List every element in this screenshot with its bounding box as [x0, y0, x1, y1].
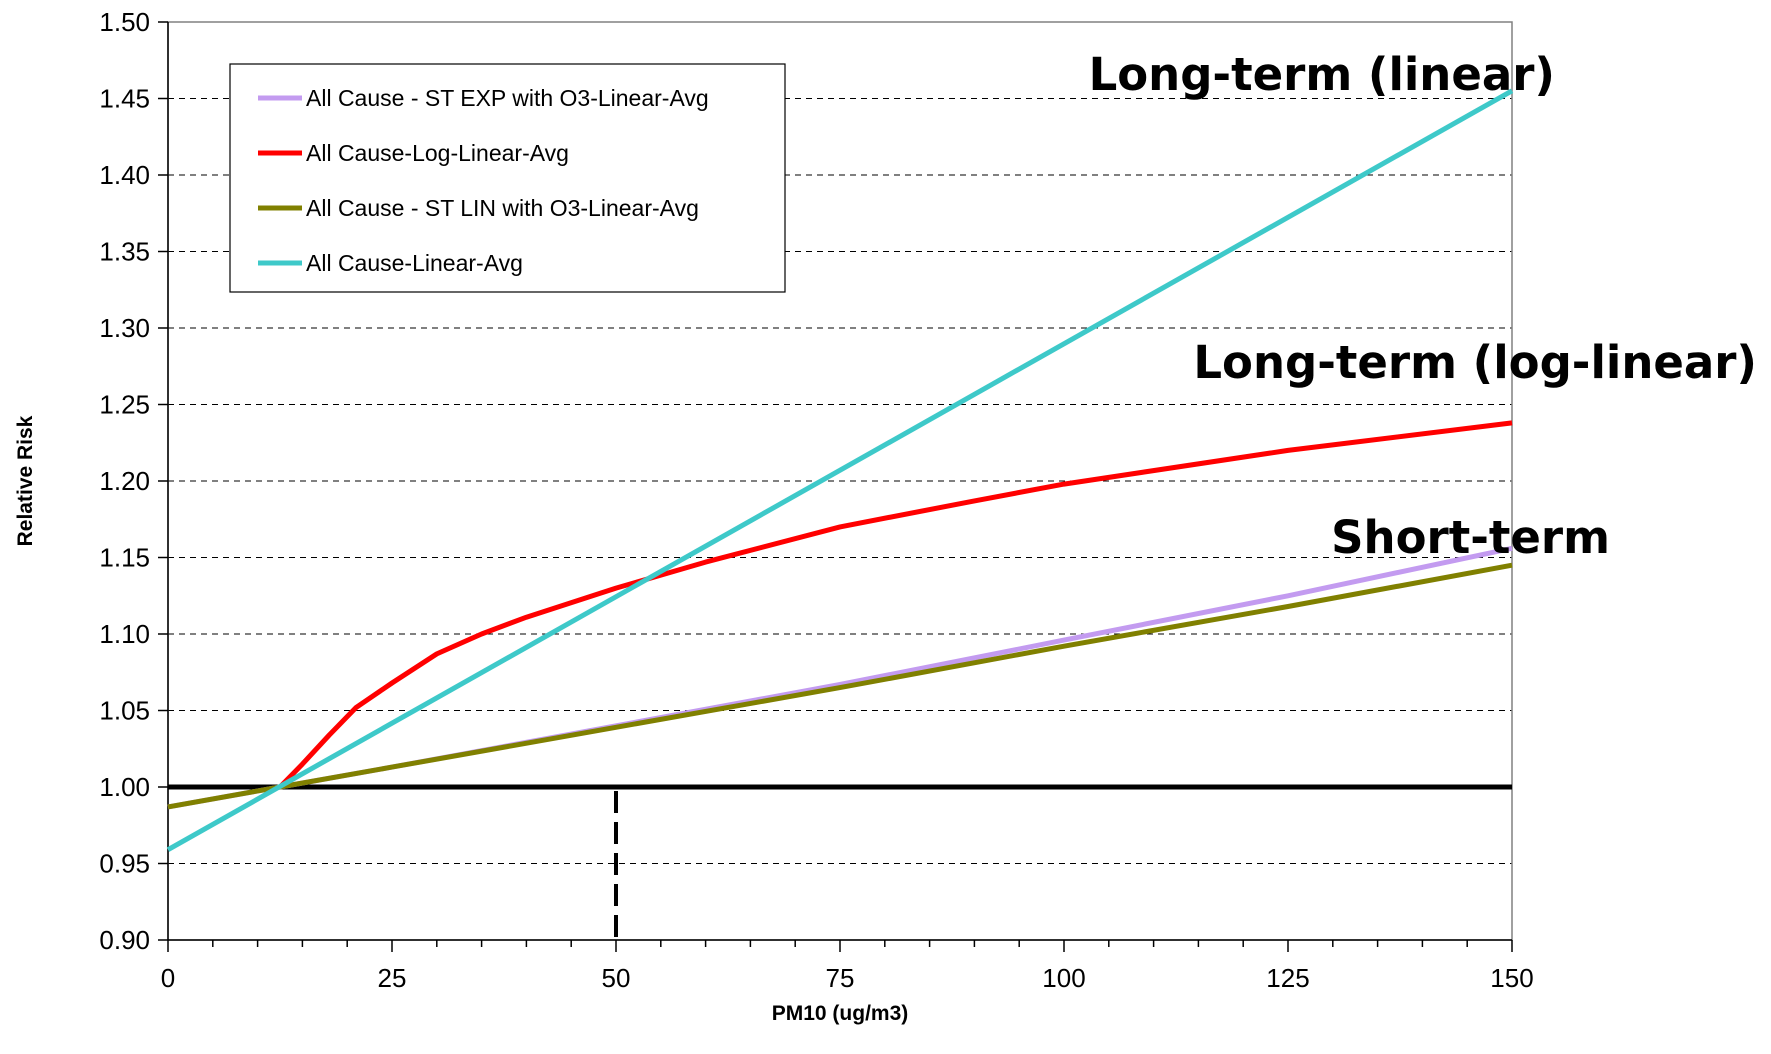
y-tick-label: 1.40 [99, 160, 150, 190]
series-line-2 [278, 420, 1513, 789]
series-line-1 [167, 545, 1513, 810]
annotation-label: Long-term (log-linear) [1193, 336, 1757, 389]
legend-entry: All Cause-Linear-Avg [306, 250, 523, 276]
x-tick-label: 50 [602, 963, 631, 993]
legend-box [229, 63, 786, 293]
x-tick-label: 125 [1266, 963, 1309, 993]
annotation-label: Long-term (linear) [1089, 48, 1555, 101]
y-tick-label: 0.95 [99, 849, 150, 879]
axes: 0.90 0.95 1.00 1.05 1.10 1.15 1.20 1.25 1.30 1.35… [99, 7, 1533, 993]
legend-entry: All Cause - ST EXP with O3-Linear-Avg [306, 85, 709, 111]
series-lines [166, 88, 1514, 852]
y-tick-label: 1.25 [99, 390, 150, 420]
y-tick-label: 1.35 [99, 237, 150, 267]
y-tick-label: 1.15 [99, 543, 150, 573]
legend: All Cause - ST EXP with O3-Linear-Avg All… [229, 63, 786, 293]
legend-entry: All Cause-Log-Linear-Avg [306, 140, 569, 166]
y-tick-label: 1.20 [99, 466, 150, 496]
y-tick-label: 0.90 [99, 925, 150, 955]
x-axis-title: PM10 (ug/m3) [772, 1002, 909, 1025]
y-tick-label: 1.45 [99, 84, 150, 114]
y-tick-label: 1.10 [99, 619, 150, 649]
x-tick-label: 100 [1042, 963, 1085, 993]
series-line-4 [166, 88, 1514, 852]
x-tick-label: 0 [161, 963, 175, 993]
y-tick-label: 1.30 [99, 313, 150, 343]
x-tick-label: 25 [378, 963, 407, 993]
y-tick-label: 1.05 [99, 696, 150, 726]
series-line-3 [167, 562, 1513, 810]
y-tick-label: 1.00 [99, 772, 150, 802]
annotations: Long-term (linear) Long-term (log-linear)… [1089, 48, 1757, 564]
annotation-label: Short-term [1331, 511, 1610, 564]
y-axis-title: Relative Risk [14, 415, 37, 546]
x-tick-label: 75 [826, 963, 855, 993]
x-tick-label: 150 [1490, 963, 1533, 993]
reference-lines [168, 784, 1512, 940]
y-tick-label: 1.50 [99, 7, 150, 37]
legend-entry: All Cause - ST LIN with O3-Linear-Avg [306, 195, 699, 221]
